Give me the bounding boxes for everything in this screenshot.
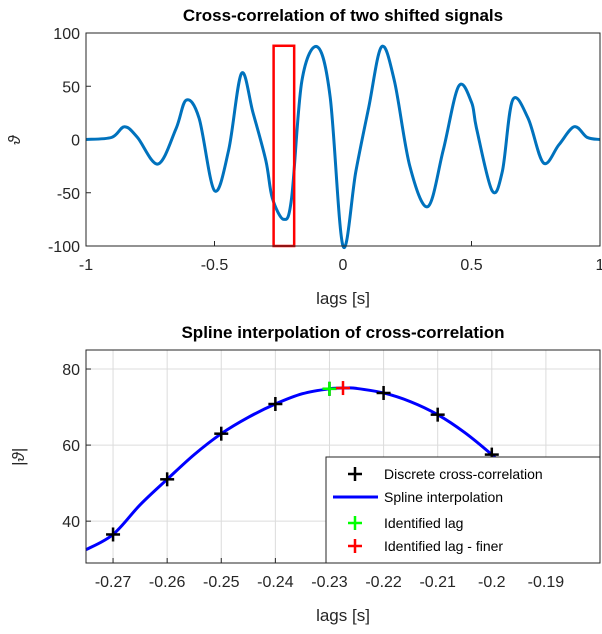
legend-symbol xyxy=(348,539,362,553)
legend-item-discrete: Discrete cross-correlation xyxy=(348,466,543,482)
x-tick-label: 0.5 xyxy=(460,257,482,274)
plot-frame xyxy=(85,32,601,247)
chart-title: Cross-correlation of two shifted signals xyxy=(183,6,503,25)
legend-label: Identified lag xyxy=(384,515,463,531)
discrete-point xyxy=(268,397,283,412)
identified-lag-point xyxy=(322,381,337,396)
x-tick-label: -0.19 xyxy=(528,574,565,591)
y-axis-label: ϑ xyxy=(5,135,24,145)
y-axis-label: |ϑ| xyxy=(9,448,28,466)
legend-label: Spline interpolation xyxy=(384,489,503,505)
y-tick-label: 50 xyxy=(62,79,80,96)
spline-interpolation-line xyxy=(85,386,510,552)
x-tick-label: 0 xyxy=(339,257,348,274)
highlight-rectangle xyxy=(272,44,296,248)
cross-correlation-line xyxy=(85,44,601,250)
legend-label: Identified lag - finer xyxy=(384,538,503,554)
legend-item-spline: Spline interpolation xyxy=(333,489,503,505)
discrete-point xyxy=(214,426,229,441)
y-tick-label: -100 xyxy=(48,239,80,256)
axes: -1 -0.5 0 0.5 1 -100 -50 0 50 100 xyxy=(48,26,602,274)
x-tick-label: 1 xyxy=(596,257,602,274)
discrete-point xyxy=(376,385,391,400)
legend-item-identified-lag: Identified lag xyxy=(348,515,463,531)
legend-label: Discrete cross-correlation xyxy=(384,466,543,482)
discrete-point xyxy=(430,407,445,422)
identified-lag-finer-point xyxy=(336,381,350,396)
y-tick-label: 80 xyxy=(62,362,80,379)
y-tick-label: -50 xyxy=(57,186,80,203)
discrete-point xyxy=(160,472,175,487)
discrete-point xyxy=(106,527,121,542)
x-tick-label: -0.21 xyxy=(419,574,456,591)
x-tick-label: -0.2 xyxy=(478,574,506,591)
y-tick-label: 40 xyxy=(62,514,80,531)
axes: -0.27 -0.26 -0.25 -0.24 -0.23 -0.22 -0.21 -0.2 -… xyxy=(62,362,564,591)
x-tick-label: -0.25 xyxy=(203,574,240,591)
x-tick-label: -1 xyxy=(79,257,93,274)
y-tick-label: 100 xyxy=(53,26,80,43)
x-tick-label: -0.5 xyxy=(201,257,229,274)
legend-symbol xyxy=(348,467,362,481)
chart-title: Spline interpolation of cross-correlatio… xyxy=(181,323,504,342)
y-tick-label: 60 xyxy=(62,438,80,455)
y-tick-label: 0 xyxy=(71,133,80,150)
x-tick-label: -0.22 xyxy=(365,574,402,591)
legend-symbol xyxy=(348,516,362,530)
x-tick-label: -0.23 xyxy=(311,574,348,591)
legend-item-identified-lag-finer: Identified lag - finer xyxy=(348,538,503,554)
spline-interpolation-chart: Spline interpolation of cross-correlatio… xyxy=(9,323,601,625)
x-axis-label: lags [s] xyxy=(316,606,370,625)
x-tick-label: -0.24 xyxy=(257,574,294,591)
cross-correlation-chart: Cross-correlation of two shifted signals… xyxy=(5,6,602,308)
legend: Discrete cross-correlation Spline interp… xyxy=(325,456,601,564)
x-tick-label: -0.27 xyxy=(95,574,132,591)
legend-box xyxy=(325,456,601,564)
x-tick-label: -0.26 xyxy=(149,574,186,591)
x-axis-label: lags [s] xyxy=(316,289,370,308)
